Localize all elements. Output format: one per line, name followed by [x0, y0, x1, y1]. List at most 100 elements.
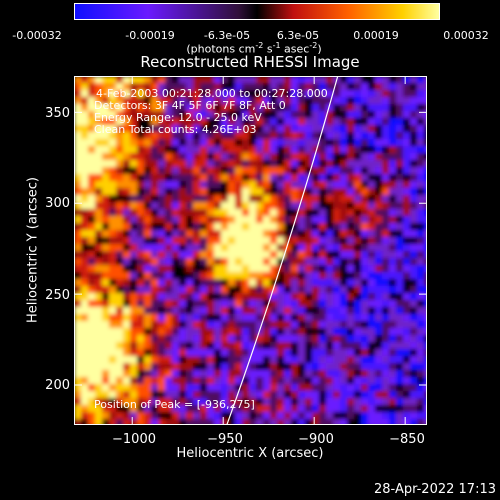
- heatmap-cell: [179, 384, 187, 392]
- heatmap-cell: [389, 216, 397, 224]
- heatmap-cell: [396, 118, 404, 126]
- heatmap-cell: [193, 223, 201, 231]
- heatmap-cell: [403, 216, 411, 224]
- heatmap-cell: [88, 244, 96, 252]
- heatmap-cell: [228, 286, 236, 294]
- heatmap-cell: [354, 104, 362, 112]
- heatmap-cell: [74, 167, 82, 175]
- heatmap-cell: [221, 251, 229, 259]
- heatmap-cell: [291, 405, 299, 413]
- heatmap-cell: [312, 391, 320, 399]
- heatmap-cell: [298, 209, 306, 217]
- heatmap-cell: [375, 181, 383, 189]
- heatmap-cell: [333, 195, 341, 203]
- heatmap-cell: [165, 258, 173, 266]
- heatmap-cell: [375, 83, 383, 91]
- heatmap-cell: [172, 181, 180, 189]
- heatmap-cell: [116, 398, 124, 406]
- heatmap-cell: [179, 342, 187, 350]
- heatmap-cell: [228, 279, 236, 287]
- heatmap-cell: [228, 321, 236, 329]
- heatmap-cell: [410, 90, 418, 98]
- heatmap-cell: [291, 356, 299, 364]
- heatmap-cell: [200, 167, 208, 175]
- heatmap-cell: [158, 377, 166, 385]
- heatmap-cell: [382, 314, 390, 322]
- heatmap-cell: [270, 391, 278, 399]
- heatmap-cell: [277, 314, 285, 322]
- heatmap-cell: [130, 125, 138, 133]
- heatmap-cell: [326, 412, 334, 420]
- heatmap-cell: [347, 377, 355, 385]
- heatmap-cell: [109, 223, 117, 231]
- heatmap-cell: [319, 405, 327, 413]
- heatmap-cell: [221, 412, 229, 420]
- heatmap-cell: [424, 251, 427, 259]
- heatmap-cell: [158, 202, 166, 210]
- heatmap-cell: [312, 118, 320, 126]
- heatmap-cell: [242, 265, 250, 273]
- heatmap-cell: [270, 370, 278, 378]
- heatmap-cell: [221, 244, 229, 252]
- heatmap-cell: [368, 398, 376, 406]
- heatmap-cell: [312, 314, 320, 322]
- heatmap-cell: [417, 146, 425, 154]
- heatmap-cell: [102, 202, 110, 210]
- heatmap-cell: [277, 209, 285, 217]
- heatmap-cell: [361, 258, 369, 266]
- heatmap-cell: [375, 174, 383, 182]
- limb-line: [226, 76, 339, 425]
- heatmap-cell: [347, 76, 355, 84]
- heatmap-cell: [179, 104, 187, 112]
- heatmap-cell: [382, 356, 390, 364]
- heatmap-cell: [347, 167, 355, 175]
- heatmap-cell: [354, 202, 362, 210]
- heatmap-cell: [326, 118, 334, 126]
- heatmap-cell: [256, 90, 264, 98]
- heatmap-cell: [242, 363, 250, 371]
- heatmap-cell: [186, 216, 194, 224]
- heatmap-cell: [235, 153, 243, 161]
- heatmap-cell: [249, 125, 257, 133]
- heatmap-cell: [165, 223, 173, 231]
- heatmap-cell: [298, 202, 306, 210]
- heatmap-cell: [270, 314, 278, 322]
- heatmap-cell: [95, 90, 103, 98]
- heatmap-cell: [319, 244, 327, 252]
- heatmap-cell: [298, 419, 306, 425]
- heatmap-cell: [368, 384, 376, 392]
- heatmap-cell: [382, 405, 390, 413]
- heatmap-cell: [172, 118, 180, 126]
- heatmap-cell: [109, 230, 117, 238]
- heatmap-cell: [200, 139, 208, 147]
- heatmap-cell: [116, 230, 124, 238]
- heatmap-cell: [396, 321, 404, 329]
- heatmap-cell: [144, 384, 152, 392]
- heatmap-cell: [74, 377, 82, 385]
- heatmap-cell: [319, 139, 327, 147]
- heatmap-cell: [312, 174, 320, 182]
- heatmap-cell: [242, 97, 250, 105]
- heatmap-cell: [424, 328, 427, 336]
- heatmap-cell: [298, 153, 306, 161]
- heatmap-cell: [333, 230, 341, 238]
- heatmap-cell: [151, 342, 159, 350]
- heatmap-cell: [116, 265, 124, 273]
- heatmap-cell: [396, 419, 404, 425]
- heatmap-cell: [214, 167, 222, 175]
- heatmap-cell: [249, 314, 257, 322]
- heatmap-cell: [270, 146, 278, 154]
- heatmap-cell: [221, 342, 229, 350]
- heatmap-cell: [95, 104, 103, 112]
- heatmap-cell: [256, 412, 264, 420]
- heatmap-cell: [81, 370, 89, 378]
- heatmap-cell: [193, 97, 201, 105]
- heatmap-cell: [284, 328, 292, 336]
- colorbar: [74, 3, 440, 20]
- heatmap-cell: [291, 293, 299, 301]
- heatmap-cell: [375, 342, 383, 350]
- heatmap-cell: [179, 216, 187, 224]
- heatmap-cell: [382, 202, 390, 210]
- heatmap-cell: [375, 384, 383, 392]
- heatmap-cell: [74, 251, 82, 259]
